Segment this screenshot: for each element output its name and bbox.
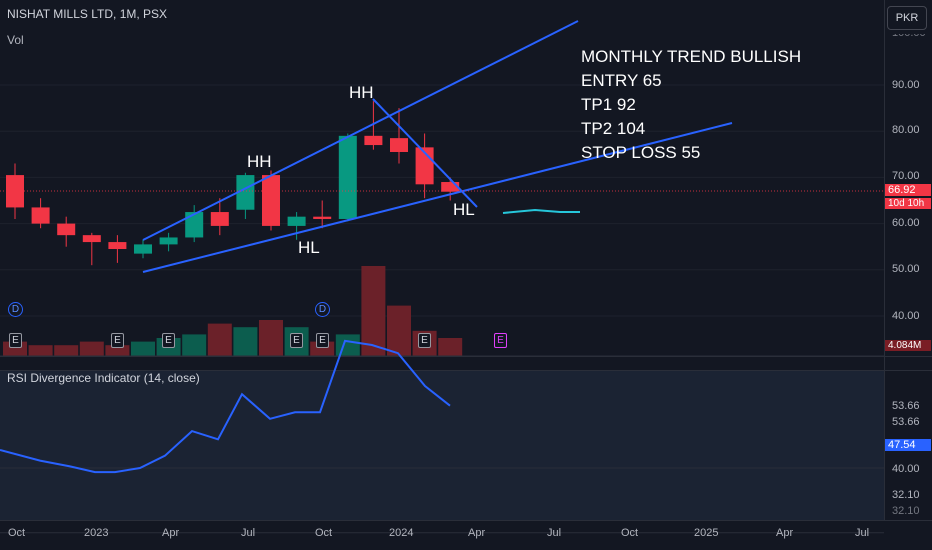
time-tick: Apr — [162, 527, 180, 539]
time-tick: Oct — [8, 527, 26, 539]
annotation-hl[interactable]: HL — [453, 200, 475, 219]
time-tick: Apr — [776, 527, 794, 539]
candle-body — [210, 212, 229, 226]
time-tick: Jul — [855, 527, 870, 539]
volume-bar — [182, 334, 207, 356]
volume-bar — [387, 305, 411, 356]
candle-body — [364, 135, 383, 146]
volume-legend[interactable]: Vol — [7, 33, 24, 47]
annotation-hl[interactable]: HL — [298, 238, 320, 257]
candle-body — [159, 237, 178, 245]
rsi-line — [0, 339, 451, 474]
price-tick: 70.00 — [892, 170, 920, 182]
price-tick: 100.00 — [892, 27, 926, 39]
rsi-tick: 53.66 — [892, 416, 920, 428]
candle-body — [57, 223, 76, 236]
price-tick: 60.00 — [892, 217, 920, 229]
rsi-current-badge: 47.54 — [885, 439, 931, 451]
symbol-title[interactable]: NISHAT MILLS LTD, 1M, PSX — [7, 7, 168, 21]
candle-body — [262, 175, 280, 226]
earnings-marker[interactable]: E — [162, 333, 175, 348]
pane-separator[interactable] — [0, 356, 932, 371]
candle-body — [108, 242, 127, 250]
note-stop-loss: STOP LOSS 55 — [581, 143, 701, 162]
projection-line — [502, 208, 580, 214]
price-tick: 80.00 — [892, 124, 920, 136]
annotation-hh[interactable]: HH — [247, 152, 272, 171]
price-tick: 50.00 — [892, 263, 920, 275]
annotation-hh[interactable]: HH — [349, 83, 374, 102]
earnings-marker[interactable]: E — [9, 333, 22, 348]
note-trend: MONTHLY TREND BULLISH — [581, 47, 802, 66]
time-axis[interactable] — [0, 520, 932, 550]
candle-body — [313, 216, 332, 219]
volume-bar — [105, 345, 130, 356]
time-tick: 2025 — [694, 527, 719, 539]
note-entry: ENTRY 65 — [581, 71, 662, 90]
grid-lines — [0, 84, 884, 317]
candle-body — [390, 138, 408, 152]
dividend-marker[interactable]: D — [8, 302, 23, 317]
volume-bar — [131, 341, 155, 356]
volume-bar — [233, 327, 258, 356]
earnings-marker-upcoming[interactable]: E — [494, 333, 507, 348]
time-tick: Oct — [621, 527, 639, 539]
candle-body — [441, 182, 460, 192]
price-tick: 40.00 — [892, 310, 920, 322]
volume-bar — [438, 338, 463, 356]
earnings-marker[interactable]: E — [111, 333, 124, 348]
volume-bar — [79, 341, 104, 356]
rsi-tick: 32.10 — [892, 505, 920, 514]
time-tick: Oct — [315, 527, 333, 539]
lower-trendline — [142, 122, 733, 273]
time-tick: Jul — [241, 527, 256, 539]
time-tick: Jul — [547, 527, 562, 539]
candle-body — [185, 212, 204, 238]
candle-body — [134, 244, 152, 254]
volume-bar — [54, 345, 79, 356]
volume-bar — [259, 320, 283, 356]
volume-bar — [361, 266, 386, 356]
candles — [6, 101, 460, 266]
candle-body — [82, 235, 101, 243]
volume-bar — [207, 323, 232, 356]
volume-bar — [335, 334, 360, 356]
correction-trendline — [372, 98, 478, 208]
rsi-legend[interactable]: RSI Divergence Indicator (14, close) — [7, 371, 200, 385]
volume-bars — [3, 266, 463, 356]
rsi-pane[interactable] — [0, 371, 884, 520]
rsi-tick: 32.10 — [892, 489, 920, 501]
dividend-marker[interactable]: D — [315, 302, 330, 317]
upper-trendline — [142, 20, 579, 241]
earnings-marker[interactable]: E — [418, 333, 431, 348]
rsi-chart — [0, 339, 884, 534]
earnings-marker[interactable]: E — [316, 333, 329, 348]
countdown-badge: 10d 10h — [885, 198, 931, 209]
current-price-badge: 66.92 — [885, 184, 931, 196]
time-tick: 2023 — [84, 527, 109, 539]
price-scale[interactable] — [884, 0, 932, 520]
price-tick: 90.00 — [892, 79, 920, 91]
note-tp2: TP2 104 — [581, 119, 646, 138]
volume-badge: 4.084M — [885, 340, 931, 351]
note-tp1: TP1 92 — [581, 95, 636, 114]
currency-button[interactable]: PKR — [887, 6, 927, 30]
time-tick: 2024 — [389, 527, 414, 539]
candle-body — [31, 207, 50, 224]
rsi-tick: 53.66 — [892, 400, 920, 412]
candle-body — [338, 135, 357, 219]
earnings-marker[interactable]: E — [290, 333, 303, 348]
time-tick: Apr — [468, 527, 486, 539]
volume-bar — [28, 345, 53, 356]
candle-body — [236, 175, 255, 210]
trendlines — [142, 20, 733, 273]
candle-body — [287, 216, 306, 226]
rsi-tick: 40.00 — [892, 463, 920, 475]
